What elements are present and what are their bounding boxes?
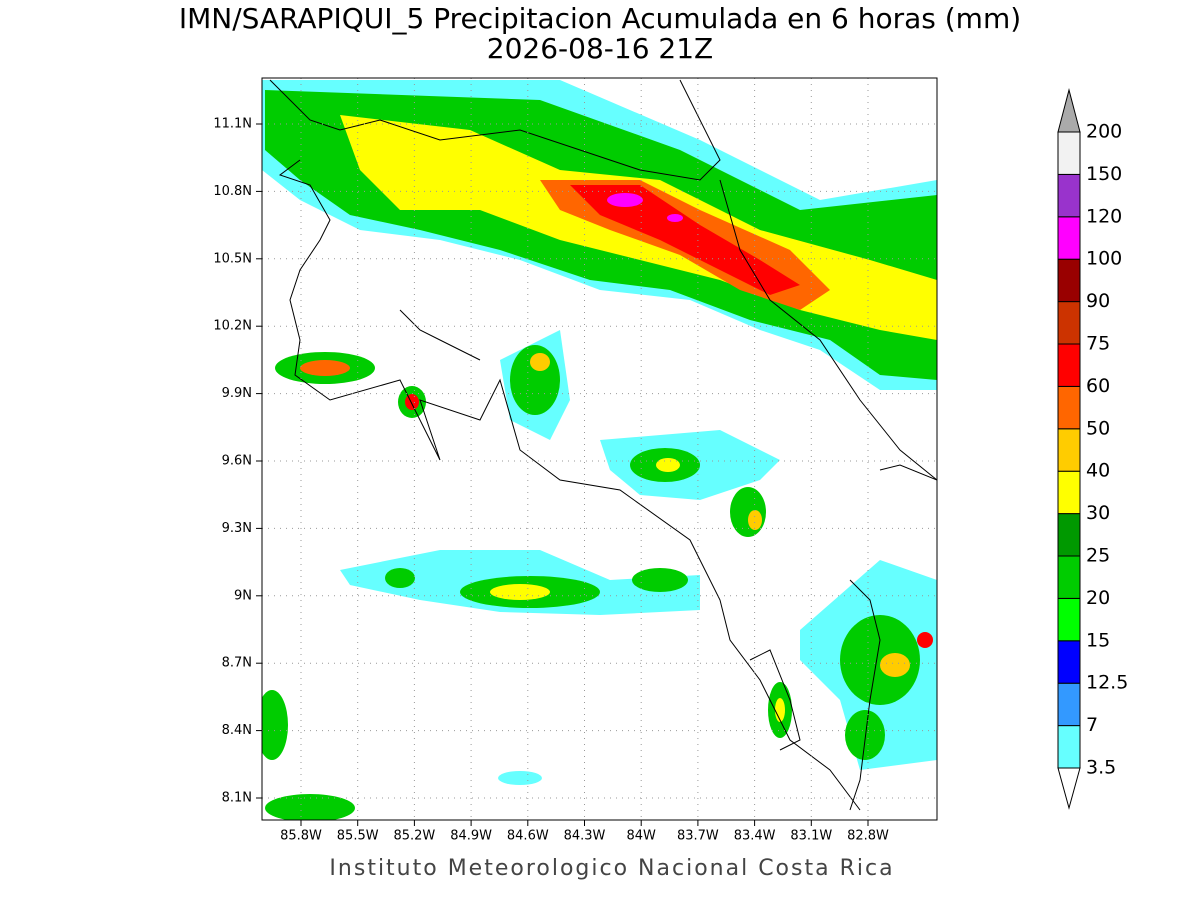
colorbar-segment — [1057, 385, 1081, 430]
lon-tick-label: 84W — [626, 829, 656, 844]
lat-tick-label: 9N — [234, 588, 252, 603]
lat-tick-label: 11.1N — [213, 117, 252, 132]
colorbar-segment — [1057, 343, 1081, 387]
colorbar-above — [1057, 88, 1081, 133]
lon-tick-label: 83.4W — [734, 829, 776, 844]
graticule: 85.8W 85.5W 85.2W 84.9W 84.6W 84.3W 84W 83.7W 83… — [213, 78, 937, 844]
colorbar-segment — [1057, 555, 1081, 599]
colorbar-below — [1057, 767, 1081, 810]
lon-tick-label: 85.2W — [393, 829, 435, 844]
colorbar-segment — [1057, 301, 1081, 345]
colorbar-segment — [1057, 640, 1081, 684]
colorbar-label: 75 — [1086, 333, 1110, 355]
lat-tick-label: 10.8N — [213, 184, 252, 199]
lat-tick-label: 8.7N — [222, 656, 252, 671]
lat-tick-label: 8.1N — [222, 791, 252, 806]
colorbar-label: 100 — [1086, 248, 1122, 270]
colorbar-segment — [1057, 131, 1081, 175]
lon-tick-label: 83.1W — [790, 829, 832, 844]
colorbar-label: 60 — [1086, 375, 1110, 397]
colorbar-segment — [1057, 173, 1081, 218]
colorbar-segment — [1057, 682, 1081, 727]
colorbar-label: 30 — [1086, 502, 1110, 524]
precip-field — [262, 79, 937, 820]
colorbar: 3.5 7 12.5 15 20 25 30 40 50 60 75 90 100 120 150 200 — [1057, 88, 1128, 810]
lon-tick-label: 85.5W — [337, 829, 379, 844]
lat-tick-label: 10.5N — [213, 251, 252, 266]
lat-tick-label: 8.4N — [222, 723, 252, 738]
colorbar-label: 20 — [1086, 587, 1110, 609]
colorbar-label: 200 — [1086, 121, 1122, 143]
lon-tick-label: 84.9W — [450, 829, 492, 844]
colorbar-label: 7 — [1086, 714, 1098, 736]
colorbar-label: 50 — [1086, 417, 1110, 439]
subtitle: 2026-08-16 21Z — [487, 32, 713, 65]
colorbar-segment — [1057, 216, 1081, 260]
lon-tick-label: 85.8W — [280, 829, 322, 844]
colorbar-label: 25 — [1086, 545, 1110, 567]
lat-tick-label: 9.6N — [222, 454, 252, 469]
lat-tick-label: 10.2N — [213, 319, 252, 334]
colorbar-segment — [1057, 513, 1081, 557]
colorbar-segment — [1057, 258, 1081, 303]
lat-tick-label: 9.9N — [222, 386, 252, 401]
colorbar-label: 15 — [1086, 629, 1110, 651]
lon-tick-label: 82.8W — [847, 829, 889, 844]
lat-tick-label: 9.3N — [222, 521, 252, 536]
title: IMN/SARAPIQUI_5 Precipitacion Acumulada … — [179, 2, 1021, 35]
footer: Instituto Meteorologico Nacional Costa R… — [329, 856, 894, 881]
colorbar-label: 90 — [1086, 290, 1110, 312]
lon-tick-label: 83.7W — [677, 829, 719, 844]
colorbar-label: 40 — [1086, 460, 1110, 482]
lon-tick-label: 84.3W — [564, 829, 606, 844]
map-frame — [261, 77, 938, 821]
colorbar-segment — [1057, 470, 1081, 515]
colorbar-segment — [1057, 725, 1081, 769]
colorbar-label: 150 — [1086, 163, 1122, 185]
colorbar-segment — [1057, 428, 1081, 472]
colorbar-label: 12.5 — [1086, 672, 1128, 694]
colorbar-label: 120 — [1086, 205, 1122, 227]
colorbar-segment — [1057, 597, 1081, 642]
colorbar-label: 3.5 — [1086, 757, 1116, 779]
lon-tick-label: 84.6W — [507, 829, 549, 844]
